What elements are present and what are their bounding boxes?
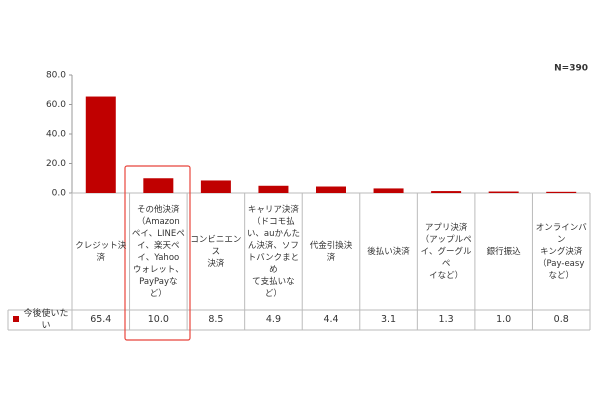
category-label: その他決済 （Amazon ペイ、LINEペ イ、楽天ペ イ、Yahoo ウォレ… [131, 204, 185, 299]
category-label: キャリア決済 （ドコモ払 い、auかんた ん決済、ソフ トバンクまとめ て支払い… [246, 204, 300, 299]
value-label: 4.4 [323, 314, 339, 325]
category-label: 代金引換決 済 [309, 240, 353, 263]
bar [546, 191, 577, 193]
y-tick-label: 0.0 [52, 189, 67, 199]
bar [85, 96, 116, 193]
y-tick-label: 40.0 [46, 130, 66, 140]
value-label: 8.5 [208, 314, 224, 325]
category-label: アプリ決済 （アップルペ イ、グーグルペ イなど） [420, 222, 472, 281]
y-tick-label: 20.0 [46, 159, 66, 169]
category-label: 後払い決済 [367, 246, 410, 257]
value-label: 1.0 [496, 314, 512, 325]
value-label: 0.8 [553, 314, 569, 325]
value-label: 3.1 [380, 314, 397, 325]
legend-label: 今後使いたい [23, 309, 69, 331]
value-label: 65.4 [90, 314, 112, 325]
sample-size: N=390 [554, 64, 588, 74]
value-label: 10.0 [147, 314, 169, 325]
category-label: オンラインバン キング決済 （Pay-easy など） [535, 222, 587, 281]
bar [200, 180, 231, 193]
bar [258, 185, 289, 193]
bar [431, 191, 462, 193]
bar [373, 188, 404, 193]
bar [488, 191, 519, 193]
category-label: 銀行振込 [486, 246, 521, 257]
y-tick-label: 60.0 [46, 100, 66, 110]
bar [143, 178, 174, 193]
category-label: クレジット決済 [75, 240, 127, 263]
legend-swatch [13, 316, 19, 322]
category-label: コンビニエンス 決済 [190, 234, 242, 269]
highlight-box [124, 165, 191, 341]
y-tick-label: 80.0 [46, 71, 66, 81]
value-label: 1.3 [438, 314, 454, 325]
value-label: 4.9 [265, 314, 281, 325]
bar [316, 186, 346, 193]
